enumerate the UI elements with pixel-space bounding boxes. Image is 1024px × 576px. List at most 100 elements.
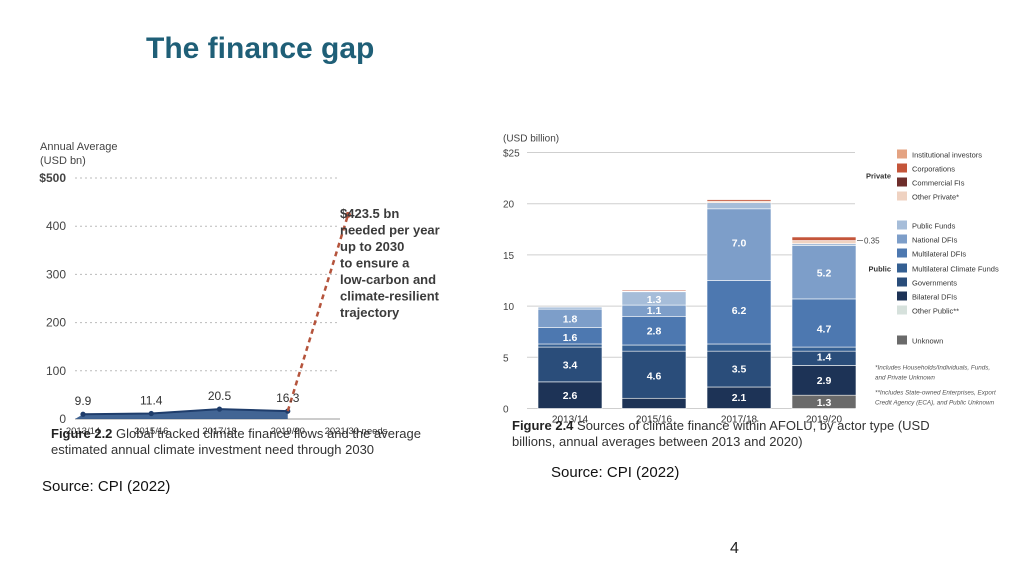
y-tick-label: 300 <box>46 267 66 281</box>
bar-segment <box>537 381 603 409</box>
bar-segment <box>537 346 603 383</box>
flow-line <box>82 408 288 416</box>
legend-swatch <box>897 177 907 187</box>
legend-label: Multilateral DFIs <box>912 250 966 259</box>
bar-stack: 7.0 6.2 3.5 2.1 <box>706 199 772 409</box>
legend-label: National DFIs <box>912 236 958 245</box>
segment-label: 4.6 <box>647 371 662 383</box>
data-label: 9.9 <box>75 394 92 408</box>
legend-label: Commercial FIs <box>912 179 965 188</box>
bar-segment <box>537 343 603 348</box>
legend-swatch <box>897 305 907 315</box>
bar-stack: 1.8 1.6 3.4 2.6 <box>537 306 603 409</box>
data-label: 11.4 <box>140 394 163 408</box>
y-tick-label: 5 <box>503 353 509 364</box>
segment-label: 2.6 <box>563 390 578 402</box>
legend-swatch <box>897 248 907 258</box>
page-number: 4 <box>730 540 739 557</box>
figure-2-2-caption: Figure 2.2 Global tracked climate financ… <box>51 426 436 458</box>
legend-label: Other Public** <box>912 307 959 316</box>
data-label: 16.3 <box>276 391 300 405</box>
legend-swatch <box>897 234 907 244</box>
figure-label: Figure 2.4 <box>512 418 574 433</box>
legend-label: Public Funds <box>912 222 956 231</box>
x-tick-label: 2017/18 <box>202 426 236 437</box>
bar-segment <box>621 344 687 352</box>
axis-title-line: Annual Average <box>40 141 117 153</box>
segment-label: 5.2 <box>817 267 832 279</box>
footnotes: *Includes Households/Individuals, Funds,… <box>875 365 996 407</box>
slide-title: The finance gap <box>146 32 375 65</box>
x-tick-label: 2021/30 needs <box>325 426 388 437</box>
source-right: Source: CPI (2022) <box>551 464 680 481</box>
segment-label: 3.5 <box>732 364 747 376</box>
bar-segment <box>706 350 772 388</box>
segment-label: 2.1 <box>732 392 747 404</box>
annotation-line: to ensure a <box>340 256 410 271</box>
annotation-line: low-carbon and <box>340 272 436 287</box>
caption-text: Sources of climate finance within AFOLU,… <box>512 418 930 449</box>
segment-label: 3.4 <box>563 359 578 371</box>
x-tick-label: 2019/20 <box>271 426 305 437</box>
segment-label: 1.8 <box>563 313 578 325</box>
bar-segment <box>621 316 687 346</box>
legend-group-private: Private <box>866 172 891 181</box>
legend-label: Bilateral DFIs <box>912 293 957 302</box>
y-tick-label: 400 <box>46 219 66 233</box>
x-tick-label: 2013/14 <box>552 415 589 426</box>
legend: Institutional investors Corporations Comme… <box>866 149 999 346</box>
legend-swatch <box>897 263 907 273</box>
data-label: 20.5 <box>208 389 232 403</box>
x-tick-label: 2015/16 <box>636 415 673 426</box>
bar-segment <box>791 365 857 396</box>
y-tick-label: 0 <box>503 405 509 416</box>
segment-label: 1.6 <box>563 332 578 344</box>
segment-label: 1.3 <box>817 397 832 409</box>
y-tick-label: $25 <box>503 149 520 160</box>
bar-segment <box>621 289 687 292</box>
bar-segment <box>706 202 772 210</box>
bar-stack: 5.2 4.7 1.4 2.9 1.3 <box>791 236 857 409</box>
legend-swatch <box>897 163 907 173</box>
legend-swatch <box>897 291 907 301</box>
legend-label: Governments <box>912 279 957 288</box>
segment-label: 7.0 <box>732 238 747 250</box>
legend-swatch <box>897 149 907 159</box>
footnote-line: and Private Unknown <box>875 375 935 382</box>
data-point <box>148 410 154 417</box>
legend-swatch <box>897 220 907 230</box>
legend-label: Unknown <box>912 337 943 346</box>
legend-label: Corporations <box>912 165 955 174</box>
legend-swatch <box>897 191 907 201</box>
y-tick-label: 10 <box>503 302 515 313</box>
figure-label: Figure 2.2 <box>51 426 113 441</box>
bar-segment <box>706 208 772 281</box>
need-point <box>345 211 351 218</box>
bar-segment <box>791 236 857 241</box>
y-tick-label: 0 <box>59 412 66 426</box>
annotation-line: $423.5 bn <box>340 206 399 221</box>
caption-text: Global tracked climate finance flows and… <box>51 426 421 457</box>
legend-swatch <box>897 277 907 287</box>
data-point <box>216 406 223 412</box>
segment-label: 6.2 <box>732 305 747 317</box>
callout-label: 0.35 <box>864 237 880 246</box>
bar-segment <box>706 343 772 352</box>
data-point <box>80 411 86 417</box>
footnote-line: **Includes State-owned Enterprises, Expo… <box>875 390 996 397</box>
bar-segment <box>537 306 603 310</box>
legend-swatch <box>897 335 907 345</box>
bar-segment <box>791 245 857 300</box>
segment-label: 2.8 <box>647 326 662 338</box>
segment-label: 2.9 <box>817 375 832 387</box>
segment-label: 1.1 <box>647 305 662 317</box>
x-tick-label: 2017/18 <box>721 415 758 426</box>
segment-label: 1.4 <box>817 351 832 363</box>
bar-segment <box>791 240 857 244</box>
bar-segment <box>706 199 772 202</box>
bar-segment <box>621 397 687 409</box>
legend-group-public: Public <box>868 265 891 274</box>
legend-label: Institutional investors <box>912 151 982 160</box>
bar-stack: 1.31.1 2.8 4.6 <box>621 289 687 409</box>
